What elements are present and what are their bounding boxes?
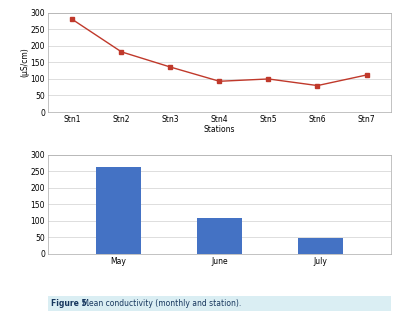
Y-axis label: (μS/cm): (μS/cm) — [20, 48, 29, 77]
Bar — [96, 167, 141, 254]
Text: Mean conductivity (monthly and station).: Mean conductivity (monthly and station). — [81, 299, 242, 308]
Bar — [298, 238, 343, 254]
X-axis label: Stations: Stations — [204, 125, 235, 134]
Bar — [197, 218, 242, 254]
Text: Figure 5.: Figure 5. — [51, 299, 90, 308]
